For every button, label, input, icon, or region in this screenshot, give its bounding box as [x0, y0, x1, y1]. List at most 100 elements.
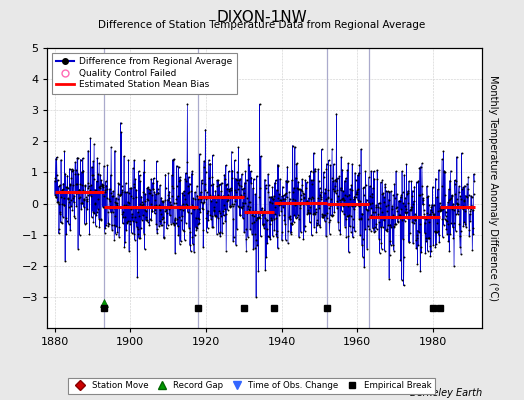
Point — [272, 215, 280, 222]
Point — [267, 217, 276, 224]
Point — [467, 194, 476, 200]
Point — [278, 237, 286, 243]
Point — [160, 234, 168, 240]
Point — [455, 183, 463, 190]
Point — [450, 206, 458, 213]
Point — [312, 206, 320, 212]
Point — [283, 178, 292, 184]
Point — [101, 186, 110, 193]
Point — [104, 221, 113, 228]
Point — [443, 203, 452, 210]
Point — [219, 192, 227, 199]
Point — [61, 171, 70, 177]
Point — [457, 196, 465, 202]
Point — [205, 161, 214, 168]
Point — [466, 203, 475, 209]
Point — [228, 167, 237, 174]
Point — [192, 215, 200, 221]
Point — [385, 197, 393, 203]
Point — [243, 210, 252, 217]
Point — [194, 216, 203, 222]
Point — [269, 233, 277, 239]
Point — [254, 268, 263, 274]
Point — [202, 196, 210, 203]
Point — [220, 212, 228, 219]
Point — [443, 231, 451, 237]
Point — [381, 181, 389, 188]
Point — [438, 156, 446, 162]
Point — [339, 188, 347, 194]
Point — [303, 211, 311, 217]
Point — [58, 187, 66, 194]
Point — [274, 162, 282, 168]
Point — [352, 177, 360, 183]
Point — [168, 193, 176, 199]
Point — [294, 186, 303, 192]
Point — [454, 201, 462, 208]
Point — [231, 157, 239, 164]
Point — [383, 228, 391, 234]
Point — [130, 181, 139, 187]
Point — [439, 148, 447, 154]
Point — [270, 193, 278, 199]
Point — [307, 168, 315, 175]
Point — [199, 206, 207, 212]
Point — [208, 224, 216, 230]
Point — [406, 207, 414, 213]
Point — [288, 177, 296, 183]
Point — [261, 267, 269, 273]
Point — [304, 209, 312, 216]
Point — [340, 211, 348, 217]
Point — [70, 213, 79, 219]
Point — [149, 186, 158, 192]
Point — [394, 219, 402, 226]
Point — [154, 186, 162, 193]
Point — [372, 202, 380, 208]
Point — [399, 200, 408, 206]
Point — [211, 192, 219, 199]
Point — [384, 202, 392, 208]
Point — [213, 177, 221, 184]
Point — [303, 210, 312, 216]
Point — [306, 209, 314, 216]
Point — [71, 159, 80, 165]
Point — [96, 183, 104, 189]
Point — [441, 169, 450, 175]
Point — [87, 189, 95, 196]
Point — [58, 200, 67, 207]
Point — [120, 153, 128, 160]
Point — [429, 211, 437, 217]
Point — [286, 216, 294, 222]
Point — [385, 276, 394, 282]
Point — [458, 206, 467, 213]
Point — [63, 185, 72, 191]
Point — [318, 211, 326, 218]
Point — [375, 236, 383, 242]
Point — [195, 206, 203, 212]
Point — [170, 221, 178, 228]
Point — [112, 230, 120, 237]
Point — [114, 196, 122, 202]
Point — [59, 214, 67, 220]
Point — [100, 163, 108, 169]
Point — [294, 186, 302, 192]
Point — [87, 182, 95, 188]
Point — [347, 187, 356, 193]
Point — [161, 185, 170, 191]
Point — [186, 229, 194, 236]
Point — [100, 204, 108, 210]
Point — [142, 214, 150, 221]
Point — [334, 175, 342, 181]
Point — [312, 220, 321, 226]
Point — [142, 208, 150, 214]
Point — [178, 190, 187, 196]
Point — [110, 205, 118, 212]
Point — [57, 157, 65, 163]
Point — [121, 238, 129, 245]
Point — [281, 191, 290, 197]
Point — [106, 186, 114, 192]
Point — [379, 214, 388, 221]
Point — [223, 198, 231, 204]
Point — [68, 166, 76, 172]
Point — [190, 248, 198, 255]
